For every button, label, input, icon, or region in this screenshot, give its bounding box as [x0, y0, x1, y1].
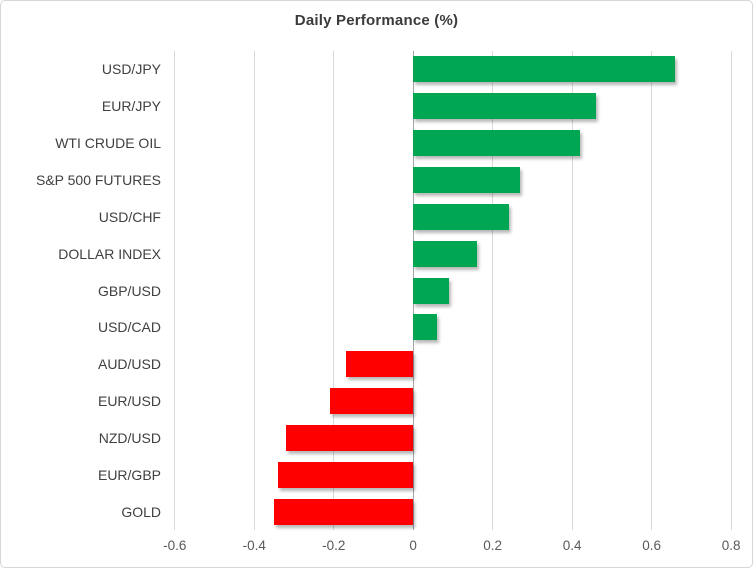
category-label-nzd-usd: NZD/USD — [98, 429, 161, 446]
category-label-gbp-usd: GBP/USD — [97, 282, 161, 299]
x-tick-label-6: 0.6 — [642, 538, 662, 553]
gridline — [253, 51, 255, 530]
category-label-usd-jpy: USD/JPY — [101, 61, 161, 78]
x-tick-label-5: 0.4 — [562, 538, 582, 553]
gridline — [571, 51, 573, 530]
bar-nzd-usd — [286, 424, 414, 451]
bar-wti-crude-oil — [413, 130, 581, 157]
x-tick-label-1: -0.4 — [242, 538, 266, 553]
bar-eur-usd — [329, 388, 414, 415]
bar-usd-chf — [413, 203, 509, 230]
x-tick-label-4: 0.2 — [483, 538, 503, 553]
category-label-aud-usd: AUD/USD — [97, 356, 161, 373]
category-label-dollar-index: DOLLAR INDEX — [58, 245, 161, 262]
x-tick-label-3: 0 — [409, 538, 417, 553]
chart-title: Daily Performance (%) — [294, 12, 459, 29]
gridline — [333, 51, 335, 530]
bar-usd-jpy — [413, 56, 676, 83]
gridline — [174, 51, 176, 530]
category-label-eur-gbp: EUR/GBP — [97, 466, 161, 483]
category-label-eur-usd: EUR/USD — [97, 393, 161, 410]
gridline — [730, 51, 732, 530]
bar-gold — [274, 498, 414, 525]
bar-aud-usd — [345, 351, 414, 378]
category-label-usd-cad: USD/CAD — [97, 319, 161, 336]
gridline — [651, 51, 653, 530]
x-tick-label-0: -0.6 — [163, 538, 187, 553]
x-tick-label-2: -0.2 — [322, 538, 346, 553]
bar-eur-gbp — [278, 461, 414, 488]
bar-usd-cad — [413, 314, 438, 341]
gridline — [492, 51, 494, 530]
x-tick-label-7: 0.8 — [721, 538, 741, 553]
category-label-wti-crude-oil: WTI CRUDE OIL — [55, 135, 161, 152]
bar-eur-jpy — [413, 93, 596, 120]
bar-s-p-500-futures — [413, 166, 521, 193]
category-label-s-p-500-futures: S&P 500 FUTURES — [35, 171, 161, 188]
bar-gbp-usd — [413, 277, 449, 304]
category-label-eur-jpy: EUR/JPY — [101, 98, 161, 115]
bar-dollar-index — [413, 240, 477, 267]
category-label-gold: GOLD — [121, 503, 161, 520]
category-label-usd-chf: USD/CHF — [98, 208, 161, 225]
